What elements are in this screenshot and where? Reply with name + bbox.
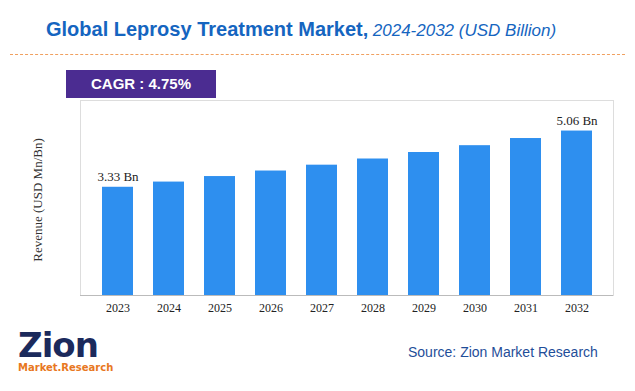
svg-text:2027: 2027 [310,301,334,315]
svg-text:2025: 2025 [208,301,232,315]
html-text:Zion: Zion [18,325,98,365]
svg-text:5.06 Bn: 5.06 Bn [556,113,598,128]
html-text:Global Leprosy Treatment Marke: Global Leprosy Treatment Market, 2024-20… [46,18,557,40]
svg-text:2029: 2029 [412,301,436,315]
svg-text:2031: 2031 [514,301,538,315]
svg-text:3.33 Bn: 3.33 Bn [97,169,139,184]
svg-text:2023: 2023 [106,301,130,315]
html-text:Source: Zion Market Research: Source: Zion Market Research [408,344,598,360]
svg-text:2026: 2026 [259,301,283,315]
svg-text:2030: 2030 [463,301,487,315]
svg-text:2032: 2032 [565,301,589,315]
svg-text:2024: 2024 [157,301,181,315]
svg-text:2028: 2028 [361,301,385,315]
html-text:Revenue (USD Mn/Bn): Revenue (USD Mn/Bn) [30,138,45,262]
html-text:Market.Research: Market.Research [18,362,114,373]
html-text:CAGR : 4.75%: CAGR : 4.75% [91,75,191,92]
